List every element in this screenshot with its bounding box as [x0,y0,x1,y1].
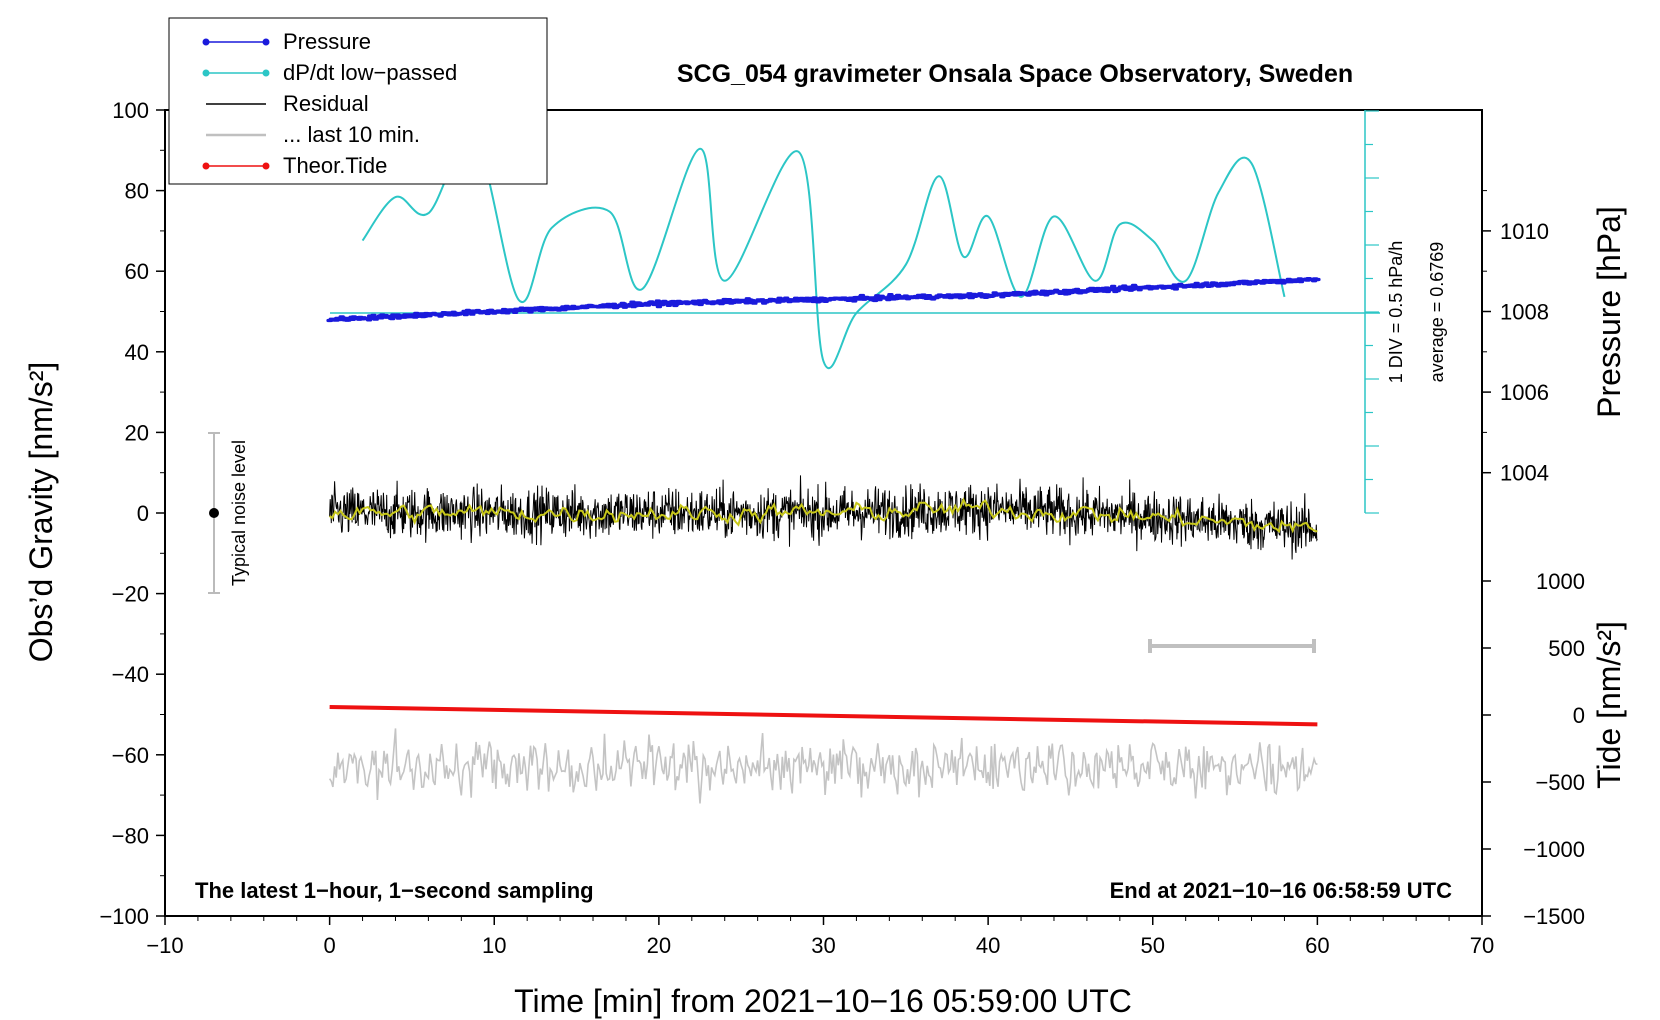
tide-tick-label: 0 [1573,703,1585,728]
x-tick-label: 60 [1305,933,1329,958]
x-tick-label: 50 [1141,933,1165,958]
dpdt-division-label: 1 DIV = 0.5 hPa/h [1386,241,1406,384]
legend-marker [202,162,210,170]
noise-level-marker [208,432,220,594]
y-tick-label: 80 [125,179,149,204]
legend-item: ... last 10 min. [206,122,420,147]
pressure-tick-label: 1004 [1500,461,1549,486]
x-tick-label: 20 [647,933,671,958]
legend-label: Theor.Tide [283,153,387,178]
pressure-tick-label: 1006 [1500,380,1549,405]
legend-label: Pressure [283,29,371,54]
x-tick-label: 10 [482,933,506,958]
y-tick-label: 0 [137,501,149,526]
x-tick-label: 0 [324,933,336,958]
tide-tick-label: −500 [1535,770,1585,795]
noise-level-label: Typical noise level [229,440,249,586]
x-tick-label: 40 [976,933,1000,958]
x-axis-label: Time [min] from 2021−10−16 05:59:00 UTC [514,983,1132,1019]
pressure-axis-ticks: 1010 1008 1006 1004 [1482,190,1549,486]
sampling-note: The latest 1−hour, 1−second sampling [195,878,594,903]
chart-title: SCG_054 gravimeter Onsala Space Observat… [677,60,1353,88]
dpdt-average-label: average = 0.6769 [1427,242,1447,383]
pressure-tick-label: 1008 [1500,300,1549,325]
y-tick-label: 60 [125,259,149,284]
legend-marker [262,38,270,46]
legend-item: Theor.Tide [202,153,387,178]
legend-marker [202,38,210,46]
y-tick-label: 20 [125,420,149,445]
theor-tide-line [329,704,1318,727]
pressure-series-dots [326,277,1321,323]
dpdt-series-line [361,136,1286,370]
x-tick-label: 30 [811,933,835,958]
legend-label: dP/dt low−passed [283,60,457,85]
y-axis-label: Obs’d Gravity [nm/s²] [23,362,59,663]
residual-series-line [329,475,1318,560]
legend-box [168,17,548,185]
y-tick-label: −60 [112,743,149,768]
tide-axis-ticks: 1000 500 0 −500 −1000 −1500 [1482,569,1585,929]
y-tick-label: 40 [125,340,149,365]
legend: Pressure dP/dt low−passed Residual ... last… [168,17,548,185]
legend-marker [262,69,270,77]
residual-smoothed-line [329,497,1318,534]
legend-label: ... last 10 min. [283,122,420,147]
legend-marker [262,162,270,170]
legend-item: Pressure [202,29,371,54]
y-tick-label: −40 [112,662,149,687]
tide-tick-label: 1000 [1536,569,1585,594]
legend-item: Residual [206,91,369,116]
x-tick-label: −10 [146,933,183,958]
y-tick-label: −100 [99,904,149,929]
pressure-tick-label: 1010 [1500,219,1549,244]
y-axis-ticks: 100 80 60 40 20 0 −20 −40 −60 −80 −100 [99,98,165,929]
tide-axis-label: Tide [nm/s²] [1591,621,1627,789]
last-10-min-range [1148,639,1316,653]
tide-tick-label: −1500 [1523,904,1585,929]
legend-marker [202,69,210,77]
y-tick-label: −80 [112,823,149,848]
tide-tick-label: −1000 [1523,837,1585,862]
legend-item: dP/dt low−passed [202,60,457,85]
series-layer [326,136,1321,804]
last-10-min-trace [328,728,1318,804]
x-tick-label: 70 [1470,933,1494,958]
tide-tick-label: 500 [1548,636,1585,661]
legend-label: Residual [283,91,369,116]
x-axis-ticks: −10 0 10 20 30 40 50 60 70 [146,916,1494,958]
y-tick-label: 100 [112,98,149,123]
end-time-note: End at 2021−10−16 06:58:59 UTC [1110,878,1453,903]
pressure-axis-label: Pressure [hPa] [1591,206,1627,418]
y-tick-label: −20 [112,582,149,607]
